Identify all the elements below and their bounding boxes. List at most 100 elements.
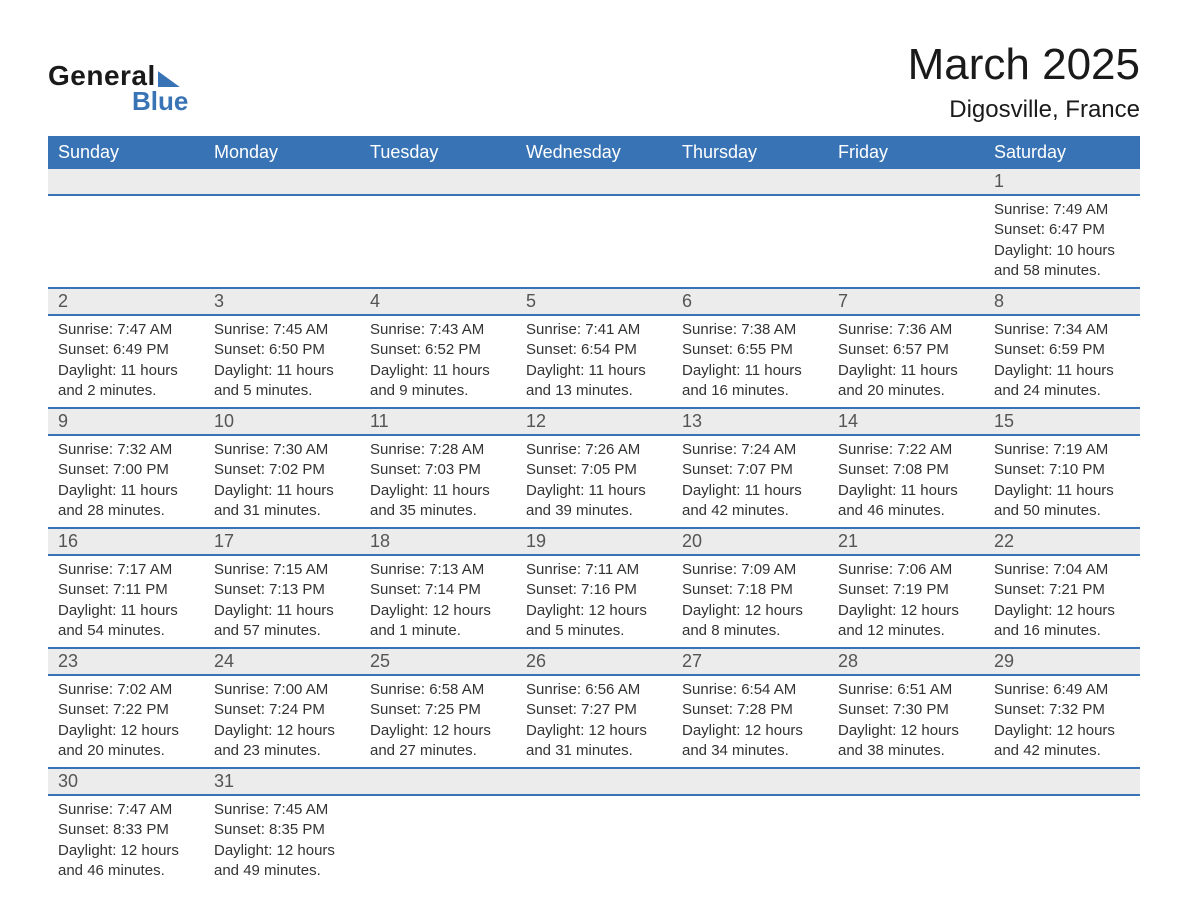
day-details: Sunrise: 7:19 AMSunset: 7:10 PMDaylight:… bbox=[984, 436, 1140, 527]
week-daynum-row: 9101112131415 bbox=[48, 408, 1140, 435]
week-daynum-row: 23242526272829 bbox=[48, 648, 1140, 675]
day-number: 2 bbox=[48, 289, 204, 314]
day-content-cell bbox=[360, 795, 516, 887]
col-saturday: Saturday bbox=[984, 136, 1140, 169]
day-number-cell: 31 bbox=[204, 768, 360, 795]
day-details: Sunrise: 7:47 AMSunset: 6:49 PMDaylight:… bbox=[48, 316, 204, 407]
day-number: 19 bbox=[516, 529, 672, 554]
day-number: 7 bbox=[828, 289, 984, 314]
header: General Blue March 2025 Digosville, Fran… bbox=[48, 40, 1140, 124]
day-content-cell: Sunrise: 7:47 AMSunset: 8:33 PMDaylight:… bbox=[48, 795, 204, 887]
day-number: 3 bbox=[204, 289, 360, 314]
col-tuesday: Tuesday bbox=[360, 136, 516, 169]
day-content-cell bbox=[48, 195, 204, 288]
day-number: 10 bbox=[204, 409, 360, 434]
month-title: March 2025 bbox=[908, 40, 1140, 90]
day-content-cell: Sunrise: 7:13 AMSunset: 7:14 PMDaylight:… bbox=[360, 555, 516, 648]
title-block: March 2025 Digosville, France bbox=[908, 40, 1140, 124]
week-content-row: Sunrise: 7:47 AMSunset: 6:49 PMDaylight:… bbox=[48, 315, 1140, 408]
day-content-cell: Sunrise: 7:00 AMSunset: 7:24 PMDaylight:… bbox=[204, 675, 360, 768]
day-number-cell: 6 bbox=[672, 288, 828, 315]
logo-text-blue: Blue bbox=[132, 86, 188, 117]
day-number: 14 bbox=[828, 409, 984, 434]
day-details: Sunrise: 7:45 AMSunset: 6:50 PMDaylight:… bbox=[204, 316, 360, 407]
day-details: Sunrise: 7:32 AMSunset: 7:00 PMDaylight:… bbox=[48, 436, 204, 527]
day-details: Sunrise: 7:49 AMSunset: 6:47 PMDaylight:… bbox=[984, 196, 1140, 287]
day-details: Sunrise: 6:51 AMSunset: 7:30 PMDaylight:… bbox=[828, 676, 984, 767]
day-details: Sunrise: 7:13 AMSunset: 7:14 PMDaylight:… bbox=[360, 556, 516, 647]
day-content-cell: Sunrise: 7:11 AMSunset: 7:16 PMDaylight:… bbox=[516, 555, 672, 648]
day-number: 29 bbox=[984, 649, 1140, 674]
location: Digosville, France bbox=[908, 96, 1140, 124]
day-details: Sunrise: 7:24 AMSunset: 7:07 PMDaylight:… bbox=[672, 436, 828, 527]
day-number-cell: 16 bbox=[48, 528, 204, 555]
day-number-cell: 27 bbox=[672, 648, 828, 675]
day-details: Sunrise: 7:04 AMSunset: 7:21 PMDaylight:… bbox=[984, 556, 1140, 647]
col-monday: Monday bbox=[204, 136, 360, 169]
day-number: 31 bbox=[204, 769, 360, 794]
week-content-row: Sunrise: 7:49 AMSunset: 6:47 PMDaylight:… bbox=[48, 195, 1140, 288]
day-content-cell: Sunrise: 6:58 AMSunset: 7:25 PMDaylight:… bbox=[360, 675, 516, 768]
day-number-cell bbox=[516, 768, 672, 795]
day-details: Sunrise: 7:36 AMSunset: 6:57 PMDaylight:… bbox=[828, 316, 984, 407]
day-content-cell: Sunrise: 7:41 AMSunset: 6:54 PMDaylight:… bbox=[516, 315, 672, 408]
day-details: Sunrise: 7:26 AMSunset: 7:05 PMDaylight:… bbox=[516, 436, 672, 527]
day-number: 4 bbox=[360, 289, 516, 314]
day-details: Sunrise: 7:47 AMSunset: 8:33 PMDaylight:… bbox=[48, 796, 204, 887]
day-number-cell: 15 bbox=[984, 408, 1140, 435]
day-number-cell: 28 bbox=[828, 648, 984, 675]
day-number-cell: 10 bbox=[204, 408, 360, 435]
day-number-cell: 9 bbox=[48, 408, 204, 435]
day-number-cell: 18 bbox=[360, 528, 516, 555]
day-number: 23 bbox=[48, 649, 204, 674]
day-number: 13 bbox=[672, 409, 828, 434]
day-content-cell: Sunrise: 7:17 AMSunset: 7:11 PMDaylight:… bbox=[48, 555, 204, 648]
day-number: 6 bbox=[672, 289, 828, 314]
day-content-cell: Sunrise: 7:02 AMSunset: 7:22 PMDaylight:… bbox=[48, 675, 204, 768]
day-number-cell: 26 bbox=[516, 648, 672, 675]
day-number: 11 bbox=[360, 409, 516, 434]
day-number: 9 bbox=[48, 409, 204, 434]
day-details: Sunrise: 7:15 AMSunset: 7:13 PMDaylight:… bbox=[204, 556, 360, 647]
day-content-cell: Sunrise: 7:36 AMSunset: 6:57 PMDaylight:… bbox=[828, 315, 984, 408]
day-content-cell: Sunrise: 7:43 AMSunset: 6:52 PMDaylight:… bbox=[360, 315, 516, 408]
day-number-cell: 14 bbox=[828, 408, 984, 435]
day-content-cell bbox=[672, 195, 828, 288]
day-details: Sunrise: 7:11 AMSunset: 7:16 PMDaylight:… bbox=[516, 556, 672, 647]
day-content-cell bbox=[516, 795, 672, 887]
day-details: Sunrise: 7:09 AMSunset: 7:18 PMDaylight:… bbox=[672, 556, 828, 647]
day-content-cell: Sunrise: 7:22 AMSunset: 7:08 PMDaylight:… bbox=[828, 435, 984, 528]
day-number-cell: 2 bbox=[48, 288, 204, 315]
day-details: Sunrise: 7:45 AMSunset: 8:35 PMDaylight:… bbox=[204, 796, 360, 887]
day-number-cell: 11 bbox=[360, 408, 516, 435]
day-number: 24 bbox=[204, 649, 360, 674]
col-friday: Friday bbox=[828, 136, 984, 169]
day-content-cell: Sunrise: 6:49 AMSunset: 7:32 PMDaylight:… bbox=[984, 675, 1140, 768]
day-details: Sunrise: 7:22 AMSunset: 7:08 PMDaylight:… bbox=[828, 436, 984, 527]
day-number-cell: 24 bbox=[204, 648, 360, 675]
day-content-cell: Sunrise: 7:47 AMSunset: 6:49 PMDaylight:… bbox=[48, 315, 204, 408]
day-content-cell: Sunrise: 7:04 AMSunset: 7:21 PMDaylight:… bbox=[984, 555, 1140, 648]
day-details: Sunrise: 7:34 AMSunset: 6:59 PMDaylight:… bbox=[984, 316, 1140, 407]
day-content-cell bbox=[360, 195, 516, 288]
day-number-cell: 13 bbox=[672, 408, 828, 435]
day-details: Sunrise: 6:56 AMSunset: 7:27 PMDaylight:… bbox=[516, 676, 672, 767]
day-number-cell: 23 bbox=[48, 648, 204, 675]
day-details: Sunrise: 6:49 AMSunset: 7:32 PMDaylight:… bbox=[984, 676, 1140, 767]
day-number-cell: 8 bbox=[984, 288, 1140, 315]
day-content-cell: Sunrise: 7:49 AMSunset: 6:47 PMDaylight:… bbox=[984, 195, 1140, 288]
day-content-cell: Sunrise: 7:06 AMSunset: 7:19 PMDaylight:… bbox=[828, 555, 984, 648]
calendar-table: Sunday Monday Tuesday Wednesday Thursday… bbox=[48, 136, 1140, 887]
day-number: 5 bbox=[516, 289, 672, 314]
weekday-header-row: Sunday Monday Tuesday Wednesday Thursday… bbox=[48, 136, 1140, 169]
day-number: 21 bbox=[828, 529, 984, 554]
day-number-cell bbox=[48, 169, 204, 195]
day-number-cell: 22 bbox=[984, 528, 1140, 555]
day-number: 12 bbox=[516, 409, 672, 434]
day-number: 17 bbox=[204, 529, 360, 554]
day-details: Sunrise: 7:30 AMSunset: 7:02 PMDaylight:… bbox=[204, 436, 360, 527]
day-number-cell: 5 bbox=[516, 288, 672, 315]
day-content-cell: Sunrise: 6:56 AMSunset: 7:27 PMDaylight:… bbox=[516, 675, 672, 768]
day-number-cell: 3 bbox=[204, 288, 360, 315]
col-sunday: Sunday bbox=[48, 136, 204, 169]
